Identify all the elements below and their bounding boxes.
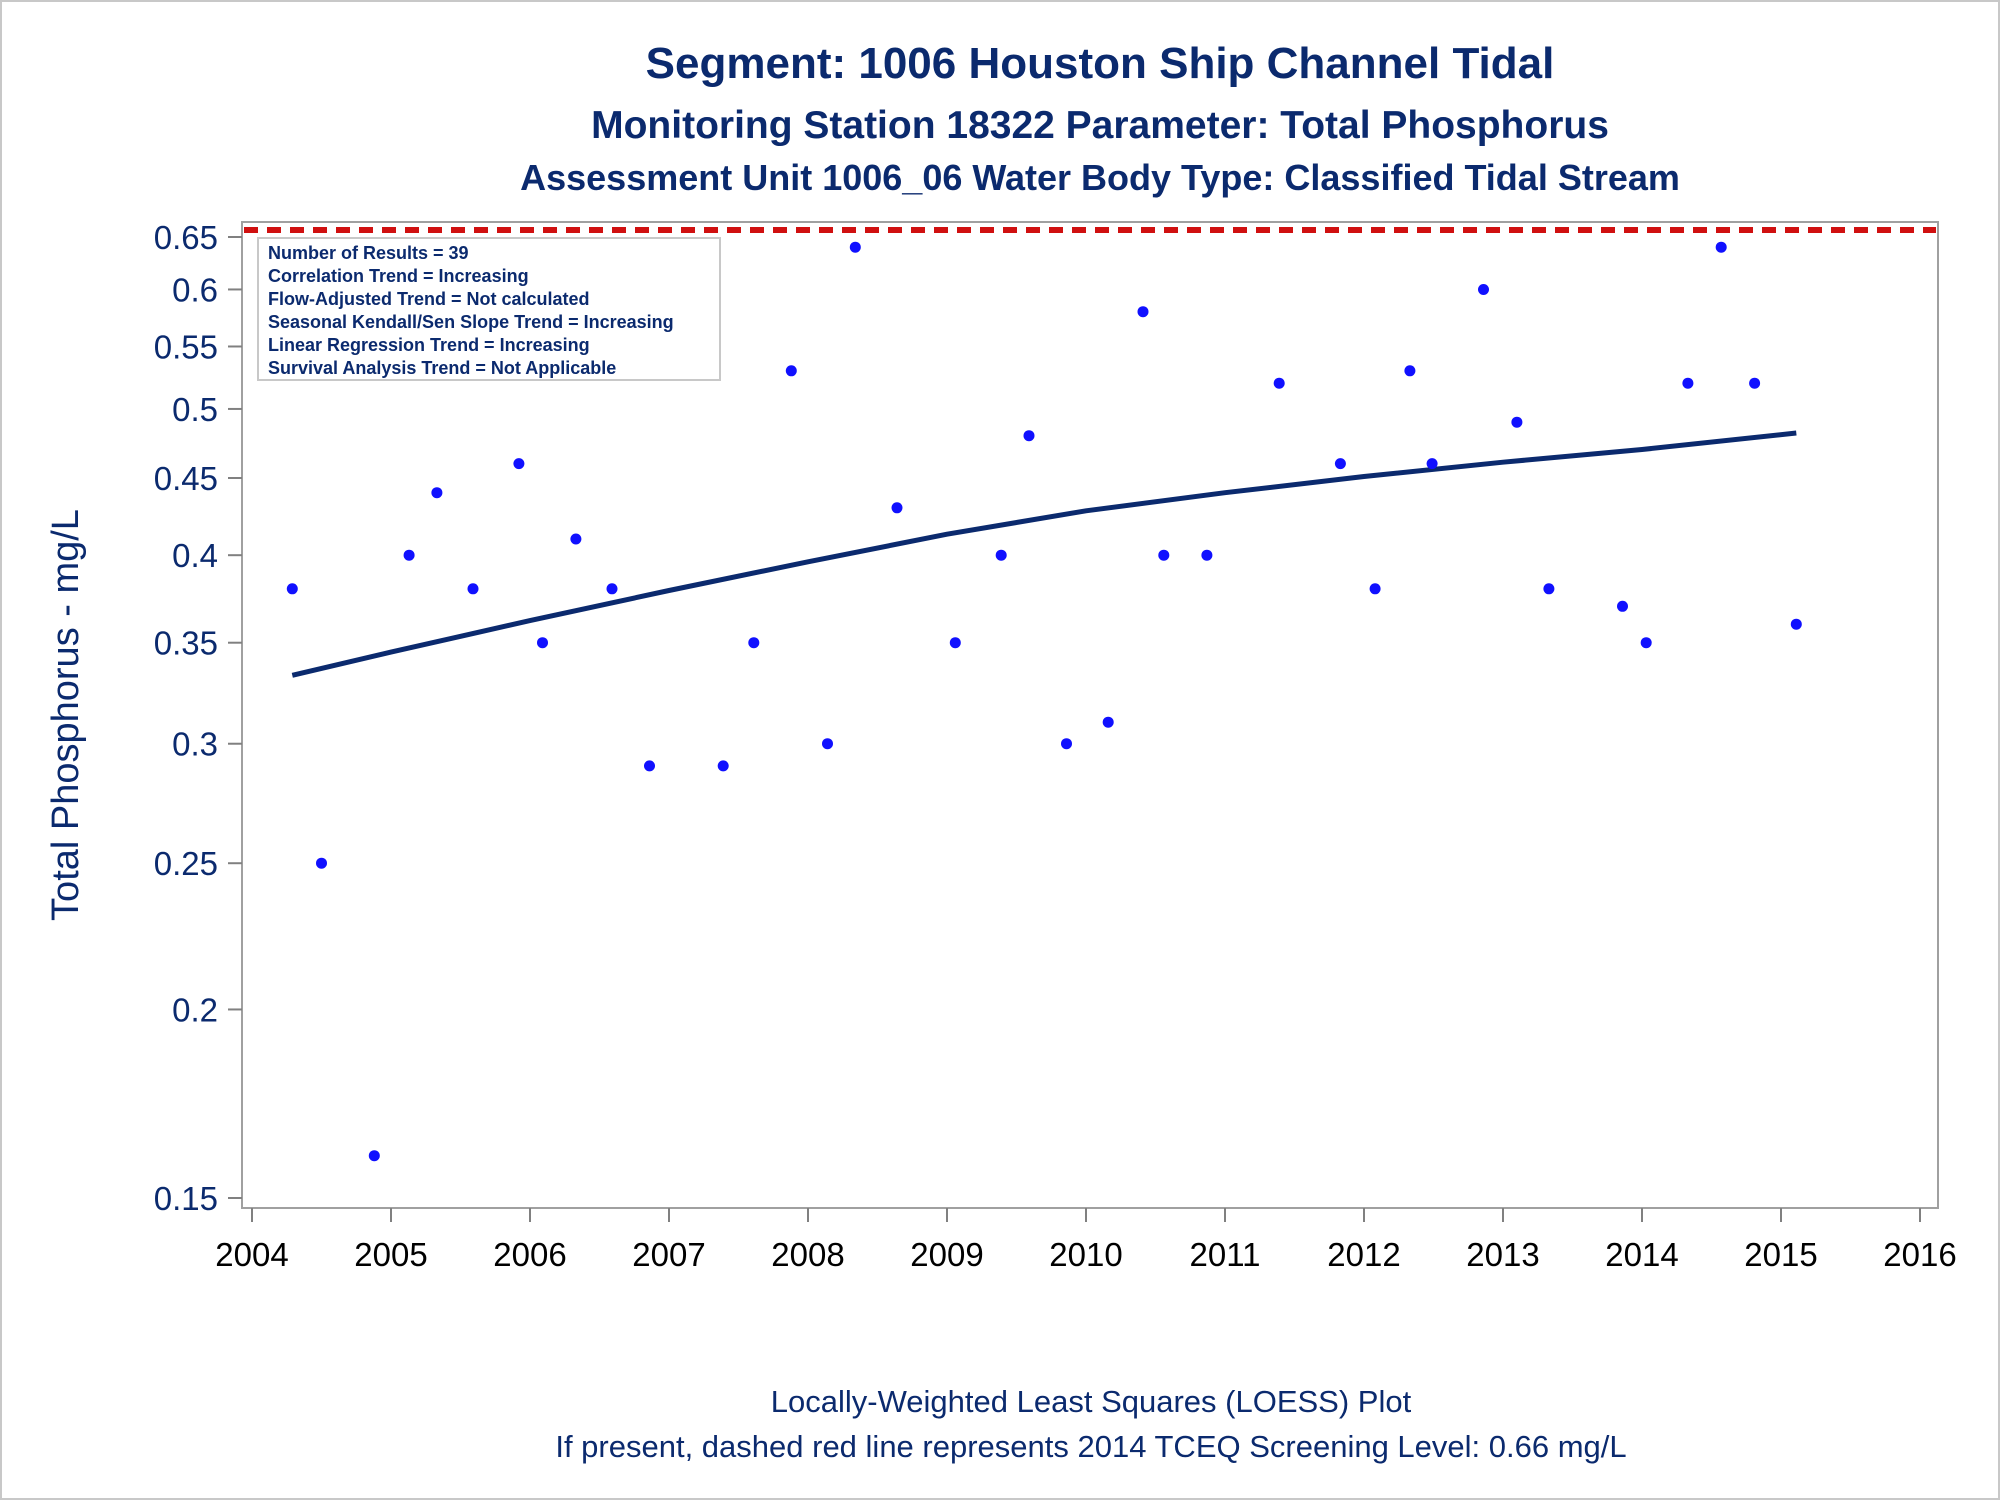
- data-point: [1102, 716, 1114, 728]
- data-point: [403, 549, 415, 561]
- data-point: [1369, 583, 1381, 595]
- y-axis-label: Total Phosphorus - mg/L: [45, 509, 87, 921]
- x-tick-label: 2014: [1605, 1236, 1678, 1273]
- data-point: [286, 583, 298, 595]
- data-point: [995, 549, 1007, 561]
- data-point: [891, 502, 903, 514]
- data-point: [1543, 583, 1555, 595]
- inset-line-flow-adjusted: Flow-Adjusted Trend = Not calculated: [268, 289, 590, 309]
- x-tick-label: 2015: [1744, 1236, 1817, 1273]
- y-tick-label: 0.25: [154, 845, 218, 882]
- x-tick-label: 2009: [910, 1236, 983, 1273]
- y-tick-label: 0.4: [172, 537, 218, 574]
- x-tick-label: 2013: [1466, 1236, 1539, 1273]
- inset-line-survival: Survival Analysis Trend = Not Applicable: [268, 358, 616, 378]
- data-point: [467, 583, 479, 595]
- x-tick-label: 2006: [493, 1236, 566, 1273]
- data-point: [368, 1150, 380, 1162]
- data-point: [785, 365, 797, 377]
- data-point: [1334, 458, 1346, 470]
- x-tick-label: 2004: [215, 1236, 288, 1273]
- data-point: [822, 738, 833, 750]
- data-point: [849, 241, 861, 253]
- y-tick-label: 0.5: [172, 391, 218, 428]
- trend-inset: Number of Results = 39 Correlation Trend…: [257, 237, 721, 381]
- y-tick-label: 0.6: [172, 271, 218, 308]
- data-point: [537, 637, 548, 649]
- data-point: [1158, 549, 1170, 561]
- y-tick-label: 0.45: [154, 460, 218, 497]
- y-tick-label: 0.55: [154, 328, 218, 365]
- inset-line-correlation: Correlation Trend = Increasing: [268, 266, 529, 286]
- plot-area: [241, 221, 1939, 1209]
- data-point: [606, 583, 618, 595]
- x-axis: 2004 2005 2006 2007 2008 2009 2010 2011 2012 2013…: [215, 1208, 1957, 1273]
- data-point: [431, 487, 443, 499]
- data-point: [1790, 618, 1802, 630]
- data-point: [1478, 284, 1489, 295]
- y-tick-label: 0.3: [172, 726, 218, 763]
- data-point: [570, 533, 582, 545]
- data-point: [1715, 241, 1727, 253]
- x-tick-label: 2012: [1327, 1236, 1400, 1273]
- x-tick-label: 2007: [632, 1236, 705, 1273]
- chart-subtitle-2: Assessment Unit 1006_06 Water Body Type:…: [520, 157, 1680, 198]
- data-point: [1137, 306, 1149, 318]
- inset-line-seasonal-kendall: Seasonal Kendall/Sen Slope Trend = Incre…: [268, 312, 674, 332]
- trend-inset-box: [257, 237, 721, 381]
- data-point: [1511, 416, 1523, 428]
- data-point: [949, 637, 961, 649]
- data-point: [748, 637, 760, 649]
- data-point: [717, 760, 729, 772]
- y-tick-label: 0.35: [154, 625, 218, 662]
- data-point: [1023, 430, 1035, 442]
- x-tick-label: 2016: [1883, 1236, 1956, 1273]
- data-point: [644, 760, 655, 772]
- data-point: [1617, 600, 1628, 612]
- footnote-screening: If present, dashed red line represents 2…: [555, 1429, 1626, 1464]
- footnote-loess: Locally-Weighted Least Squares (LOESS) P…: [771, 1384, 1412, 1419]
- x-tick-label: 2010: [1049, 1236, 1122, 1273]
- chart-subtitle: Monitoring Station 18322 Parameter: Tota…: [591, 104, 1609, 147]
- data-point: [513, 458, 525, 470]
- x-tick-label: 2008: [771, 1236, 844, 1273]
- x-tick-label: 2005: [354, 1236, 427, 1273]
- inset-line-results: Number of Results = 39: [268, 243, 469, 263]
- data-point: [1273, 377, 1285, 389]
- y-tick-label: 0.65: [154, 219, 218, 256]
- y-tick-label: 0.2: [172, 991, 218, 1028]
- y-axis: 0.15 0.2 0.25 0.3 0.35 0.4 0.45 0.5 0.55 0.6 0.65: [154, 219, 242, 1217]
- chart-title: Segment: 1006 Houston Ship Channel Tidal: [646, 39, 1555, 88]
- scatter-points: [286, 241, 1802, 1162]
- loess-line: [291, 430, 1797, 678]
- inset-line-linear-regression: Linear Regression Trend = Increasing: [268, 335, 590, 355]
- y-tick-label: 0.15: [154, 1180, 218, 1217]
- data-point: [1061, 738, 1072, 750]
- data-point: [1640, 637, 1652, 649]
- data-point: [1426, 458, 1438, 470]
- data-point: [316, 857, 327, 869]
- x-tick-label: 2011: [1190, 1236, 1261, 1273]
- data-point: [1682, 377, 1694, 389]
- data-point: [1749, 377, 1761, 389]
- data-point: [1404, 365, 1416, 377]
- data-point: [1201, 549, 1213, 561]
